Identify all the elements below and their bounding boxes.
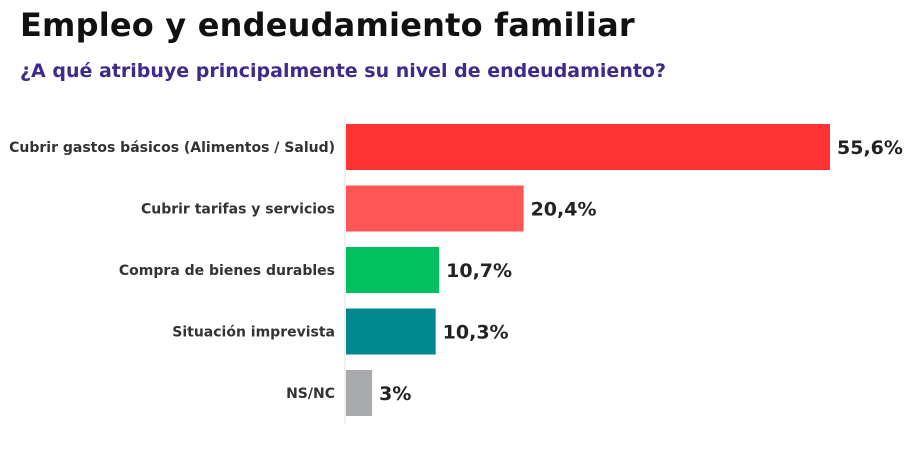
bar-0 (346, 124, 830, 170)
category-label-4: NS/NC (286, 386, 335, 402)
category-label-3: Situación imprevista (172, 325, 335, 341)
bar-2 (346, 247, 440, 293)
category-label-0: Cubrir gastos básicos (Alimentos / Salud… (9, 140, 335, 156)
value-label-1: 20,4% (531, 199, 597, 221)
bar-4 (346, 370, 373, 416)
value-label-2: 10,7% (446, 260, 512, 282)
value-label-0: 55,6% (837, 137, 903, 159)
category-label-1: Cubrir tarifas y servicios (141, 202, 335, 218)
bar-1 (346, 185, 524, 232)
chart-subtitle: ¿A qué atribuye principalmente su nivel … (20, 60, 666, 82)
value-label-3: 10,3% (443, 322, 509, 344)
bars-group: Cubrir gastos básicos (Alimentos / Salud… (9, 124, 903, 416)
value-label-4: 3% (379, 383, 411, 405)
category-label-2: Compra de bienes durables (119, 263, 335, 279)
chart-title: Empleo y endeudamiento familiar (20, 6, 635, 44)
bar-3 (346, 308, 436, 355)
